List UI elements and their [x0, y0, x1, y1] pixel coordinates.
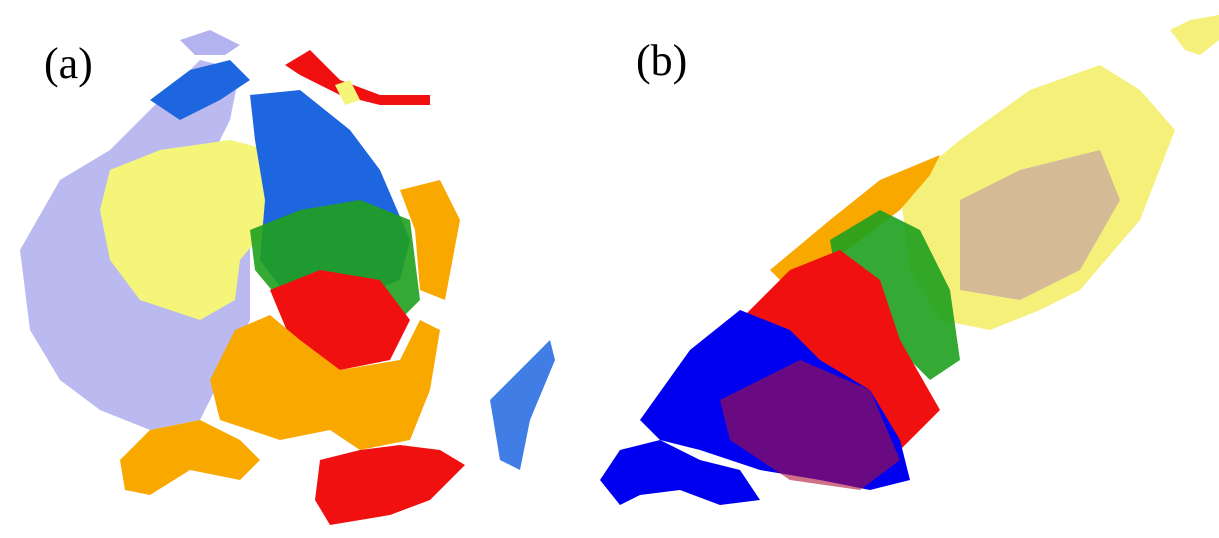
blue-streak [150, 60, 250, 120]
panel-label: (b) [636, 36, 687, 85]
red-region [740, 250, 940, 450]
blue-right-fragment [490, 340, 555, 470]
yellow-top-fragment [335, 80, 360, 105]
blue-lower-fragment [600, 440, 760, 505]
yellow-top-fragment [1170, 15, 1219, 55]
red-blue-mix [720, 360, 900, 490]
yellow-region [100, 140, 270, 320]
red-top-streak [285, 50, 430, 105]
panel-a-cloud [20, 30, 555, 525]
red-bottom-region [315, 445, 465, 525]
tan-region [960, 150, 1120, 300]
orange-right-edge [400, 180, 460, 300]
panel-label: (a) [44, 39, 93, 88]
green-region [830, 210, 960, 380]
panel-b-cloud [600, 15, 1219, 505]
orange-lower-region [120, 420, 260, 495]
orange-region [210, 315, 440, 450]
orange-strip [770, 155, 940, 290]
lavender-top-fragment [180, 30, 240, 55]
